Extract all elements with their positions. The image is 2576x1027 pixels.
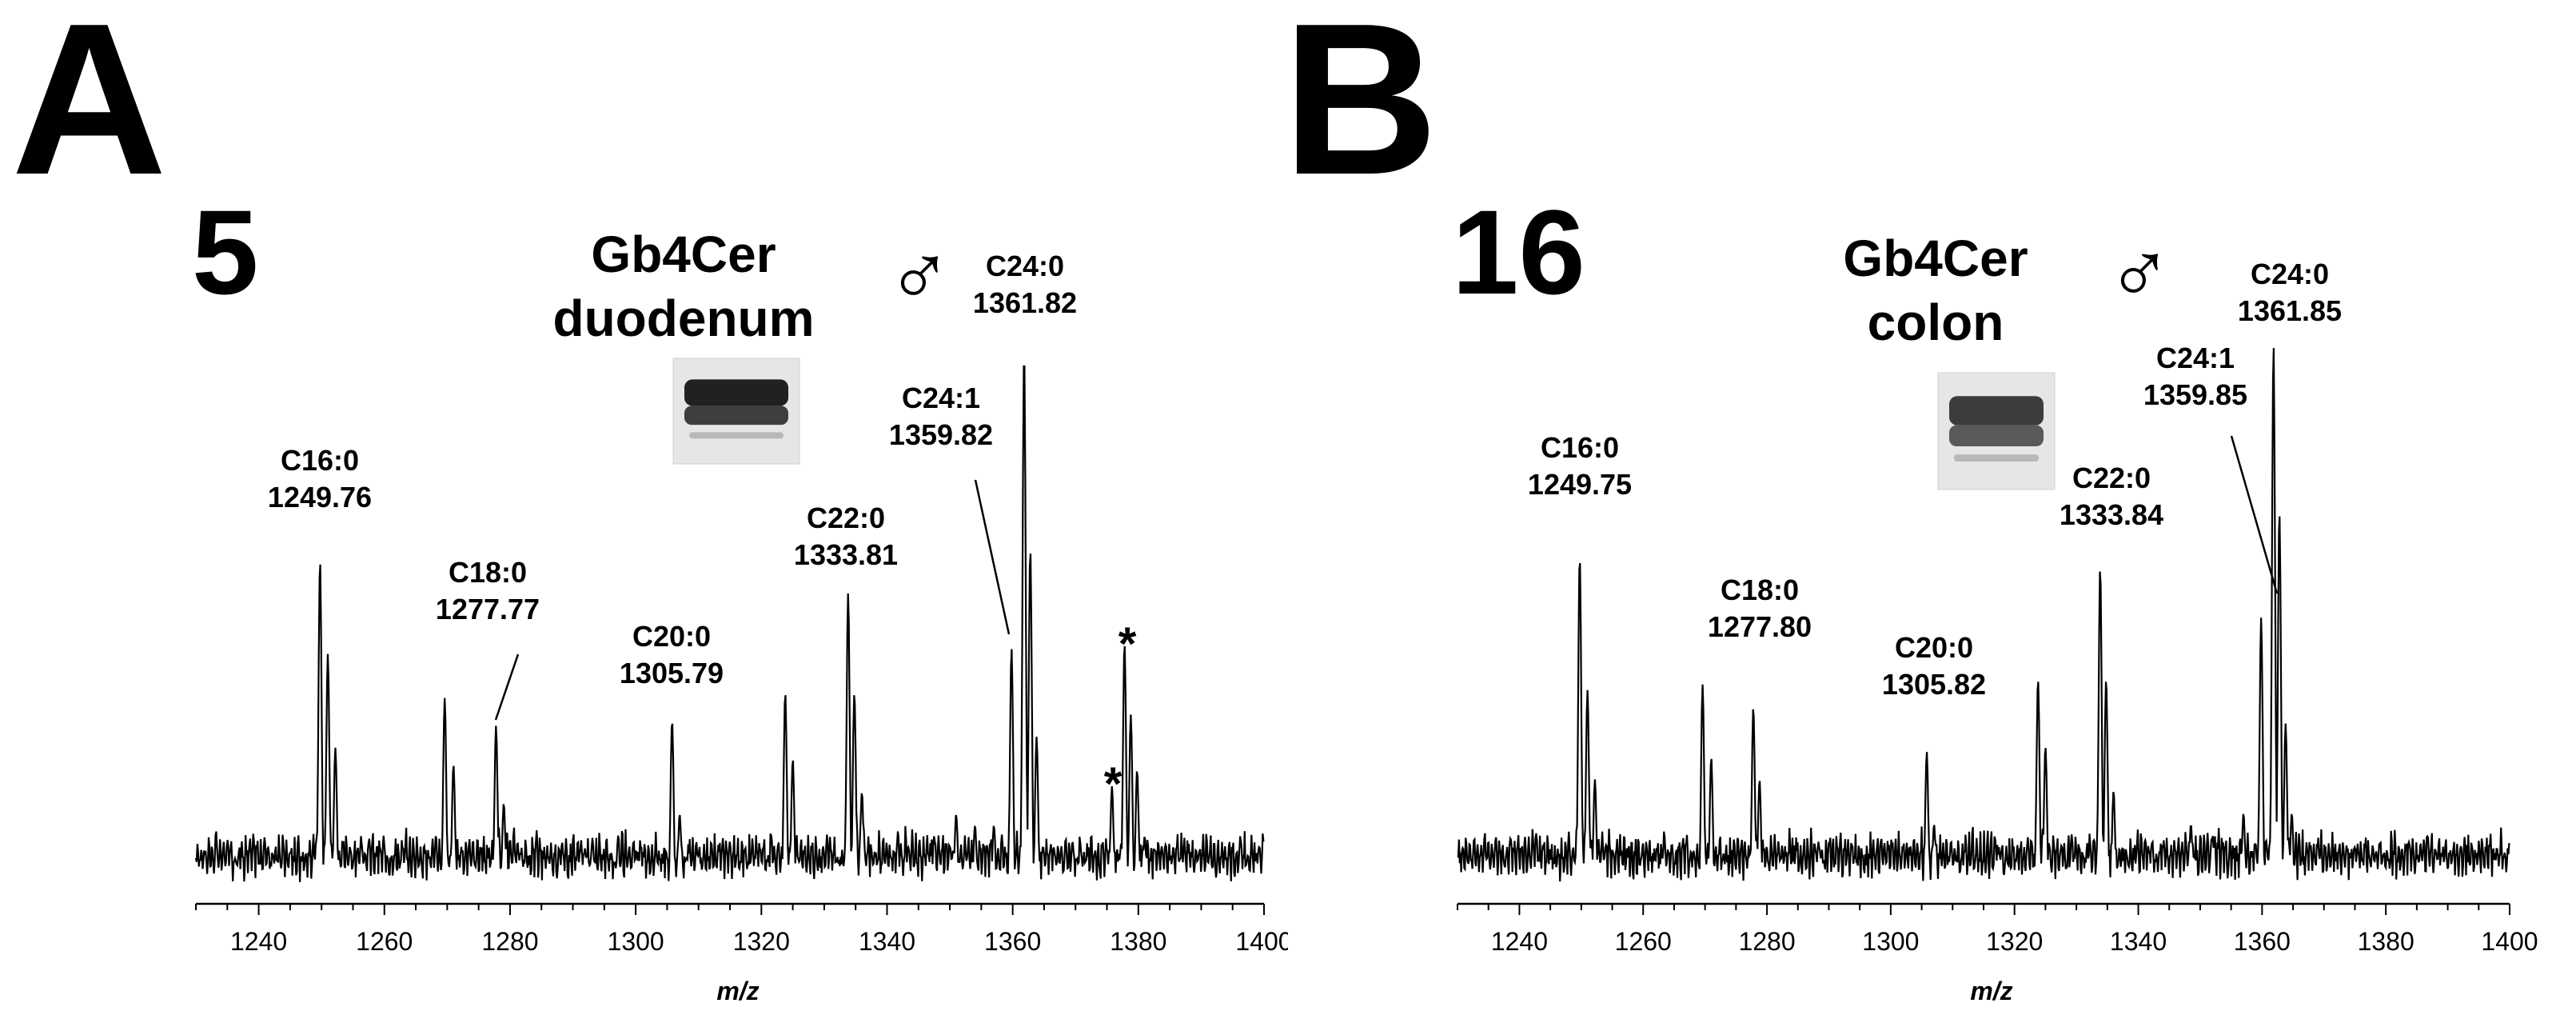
legend-tissue: colon	[1868, 294, 2004, 351]
spectrum-chart-b: 1240 1260 1280 1300 1320 1340 1360 1380 1400m/z …	[1457, 221, 2538, 1005]
peak-label-lipid: C24:1	[902, 382, 980, 414]
spectrum-trace	[194, 365, 1265, 882]
sample-number: 5	[192, 185, 259, 319]
peak-label-mass: 1277.80	[1708, 610, 1812, 643]
asterisk-marker: *	[1119, 618, 1137, 670]
x-tick-label: 1340	[2110, 927, 2167, 956]
peak-label-mass: 1277.77	[436, 593, 540, 625]
x-axis-label: m/z	[1970, 977, 2012, 1005]
peak-label-mass: 1305.79	[620, 657, 724, 689]
peak-label-mass: 1305.82	[1882, 668, 1986, 701]
tlc-band-image	[672, 358, 800, 465]
peak-label-lipid: C22:0	[807, 502, 885, 534]
spectrum-chart-a: 1240 1260 1280 1300 1320 1340 1360 1380 1400m/z …	[194, 223, 1288, 1005]
peak-label-lipid: C20:0	[1895, 631, 1973, 664]
sample-number: 16	[1452, 185, 1585, 319]
x-tick-label: 1400	[1235, 927, 1288, 956]
x-tick-label: 1280	[1738, 927, 1795, 956]
x-tick-label: 1280	[481, 927, 538, 956]
x-tick-label: 1260	[1615, 927, 1672, 956]
peak-label-lipid: C18:0	[449, 556, 527, 589]
legend-compound: Gb4Cer	[1843, 230, 2028, 287]
panel-letter: B	[1282, 0, 1438, 220]
peak-label-mass: 1359.82	[889, 418, 993, 451]
x-tick-label: 1320	[1986, 927, 2043, 956]
legend-compound: Gb4Cer	[591, 226, 776, 283]
panel-b: B 16 1240 1260 1280 1300 1320 1340 1360 1380 140…	[1282, 0, 2576, 1027]
x-tick-label: 1300	[608, 927, 664, 956]
peak-leader-line	[2230, 435, 2279, 594]
legend-tissue: duodenum	[552, 290, 814, 347]
peak-label-mass: 1333.81	[794, 538, 898, 571]
peak-label-mass: 1249.76	[268, 481, 372, 514]
tlc-band-image	[1937, 372, 2056, 490]
x-tick-label: 1380	[2358, 927, 2415, 956]
panel-a: A 5 1240 1260 1280 1300 1320 1340 1360 1380 1400…	[11, 0, 1288, 1005]
panel-letter: A	[11, 0, 167, 220]
x-tick-label: 1260	[356, 927, 413, 956]
peak-label-mass: 1249.75	[1528, 468, 1632, 501]
spectrum-trace	[1457, 348, 2510, 882]
x-tick-label: 1320	[733, 927, 790, 956]
peak-label-lipid: C24:0	[2251, 258, 2329, 290]
peak-label-mass: 1333.84	[2060, 498, 2163, 531]
x-tick-label: 1380	[1110, 927, 1166, 956]
peak-leader-line	[494, 653, 520, 721]
peak-label-mass: 1361.82	[973, 286, 1077, 319]
x-axis-label: m/z	[716, 977, 759, 1005]
male-symbol-icon: ♂	[887, 223, 953, 322]
peak-label-lipid: C16:0	[281, 444, 359, 477]
peak-leader-line	[974, 479, 1011, 635]
peak-label-lipid: C22:0	[2072, 462, 2151, 494]
x-tick-label: 1340	[859, 927, 915, 956]
x-tick-label: 1240	[1491, 927, 1548, 956]
x-tick-label: 1300	[1862, 927, 1919, 956]
x-tick-label: 1400	[2481, 927, 2538, 956]
x-tick-label: 1360	[984, 927, 1041, 956]
male-symbol-icon: ♂	[2107, 221, 2173, 319]
peak-label-mass: 1359.85	[2143, 378, 2247, 411]
peak-label-lipid: C24:0	[986, 250, 1064, 282]
asterisk-marker: *	[1104, 758, 1123, 810]
peak-label-lipid: C18:0	[1721, 573, 1799, 606]
peak-label-lipid: C24:1	[2156, 342, 2235, 374]
peak-label-mass: 1361.85	[2238, 294, 2342, 327]
peak-label-lipid: C16:0	[1541, 431, 1619, 464]
peak-label-lipid: C20:0	[632, 620, 711, 653]
x-tick-label: 1240	[230, 927, 287, 956]
x-tick-label: 1360	[2234, 927, 2291, 956]
